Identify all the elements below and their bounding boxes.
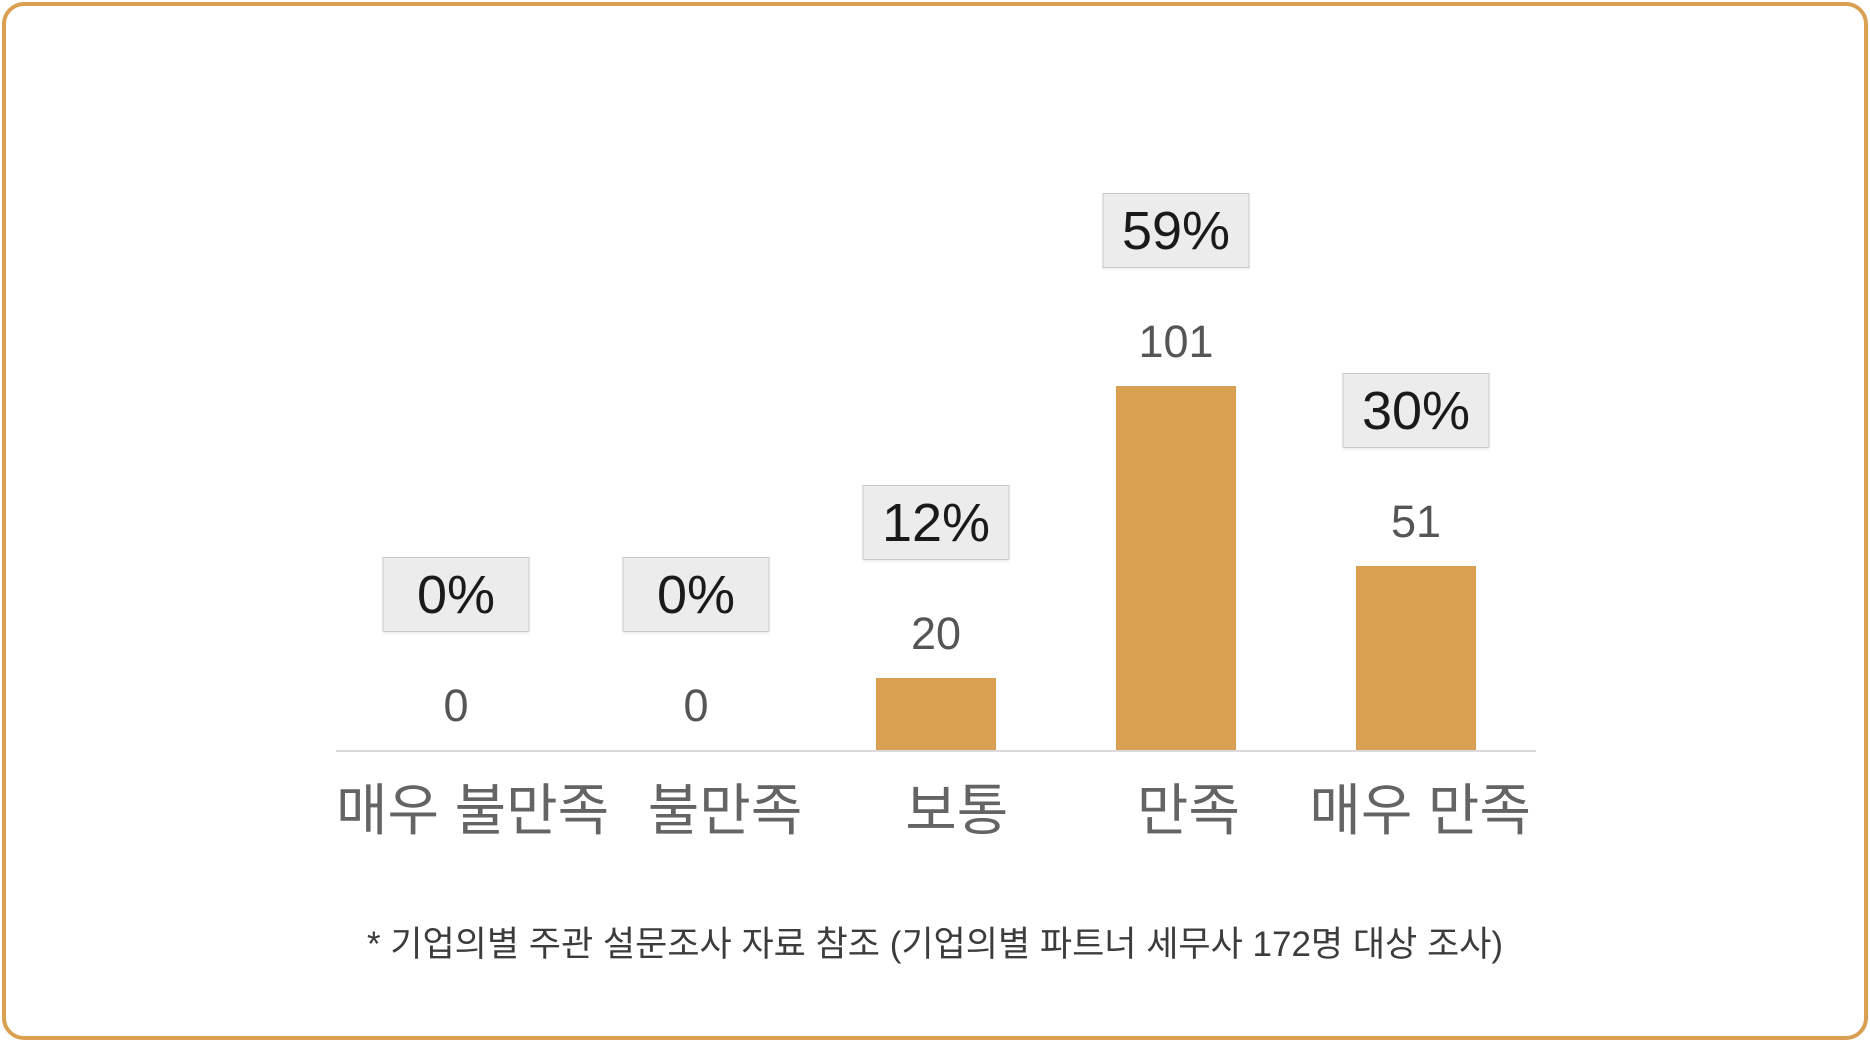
category-label: 불만족 — [647, 779, 803, 842]
value-label: 0 — [683, 680, 709, 731]
category-axis: 매우 불만족 불만족 보통 만족 매우 만족 — [336, 779, 1536, 843]
category-label: 매우 만족 — [1309, 779, 1531, 842]
percent-badge: 0% — [382, 557, 530, 632]
bar — [876, 678, 996, 750]
percent-badge: 12% — [862, 485, 1010, 560]
category-label: 만족 — [1136, 779, 1240, 842]
category-column: 0% 0 — [576, 146, 816, 750]
bar — [1116, 386, 1236, 750]
category-label: 매우 불만족 — [336, 779, 610, 842]
category-label: 보통 — [905, 779, 1009, 842]
percent-badge: 30% — [1342, 373, 1490, 448]
x-axis-line — [336, 750, 1536, 752]
percent-badge: 59% — [1102, 193, 1250, 268]
value-label: 101 — [1138, 316, 1214, 367]
category-column: 12% 20 — [816, 146, 1056, 750]
percent-badge: 0% — [622, 557, 770, 632]
value-label: 51 — [1390, 496, 1442, 547]
value-label: 20 — [910, 608, 962, 659]
bar — [1356, 566, 1476, 750]
category-column: 0% 0 — [336, 146, 576, 750]
footnote: * 기업의별 주관 설문조사 자료 참조 (기업의별 파트너 세무사 172명 … — [366, 925, 1504, 964]
category-column: 30% 51 — [1296, 146, 1536, 750]
value-label: 0 — [443, 680, 469, 731]
category-column: 59% 101 — [1056, 146, 1296, 750]
plot-area: 0% 0 0% 0 12% 20 59% 101 30% 51 — [336, 146, 1536, 750]
